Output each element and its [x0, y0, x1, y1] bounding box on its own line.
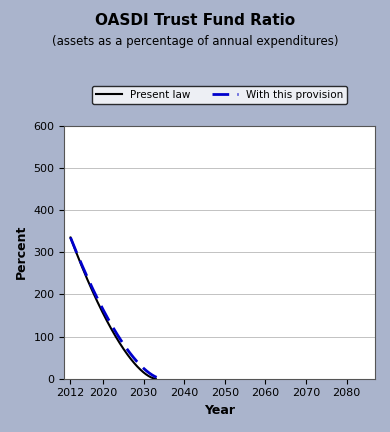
X-axis label: Year: Year — [204, 404, 235, 417]
Y-axis label: Percent: Percent — [15, 225, 28, 280]
Legend: Present law, With this provision: Present law, With this provision — [92, 86, 347, 104]
Text: OASDI Trust Fund Ratio: OASDI Trust Fund Ratio — [95, 13, 295, 28]
Text: (assets as a percentage of annual expenditures): (assets as a percentage of annual expend… — [52, 35, 338, 48]
